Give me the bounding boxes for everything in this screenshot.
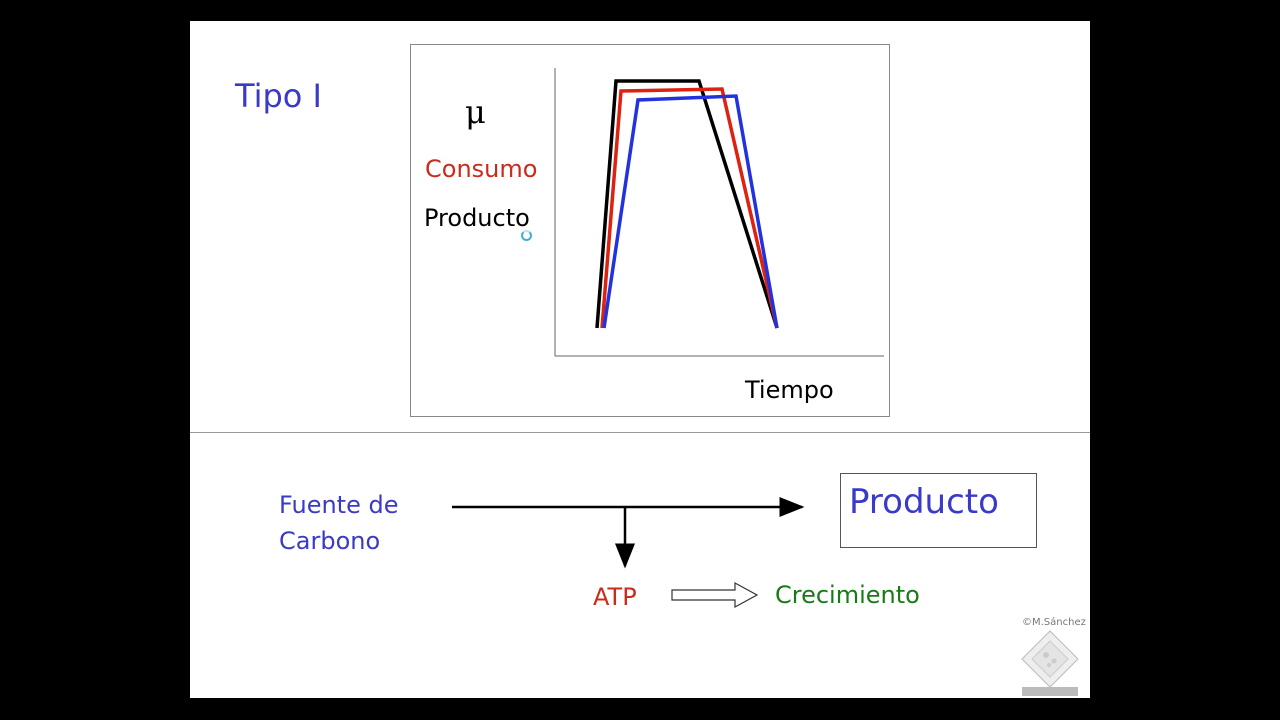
consumo-label: Consumo [425, 155, 538, 183]
mu-curve [595, 79, 779, 329]
microbes-at-work-logo [1021, 630, 1079, 696]
tiempo-label: Tiempo [745, 376, 834, 404]
fuente-line-2: Carbono [279, 527, 381, 555]
slide-title: Tipo I [235, 77, 322, 115]
flow-arrows [452, 497, 805, 609]
consumo-curve [600, 87, 779, 329]
fuente-line-1: Fuente de [279, 491, 399, 519]
chart-plot [554, 68, 884, 357]
section-divider [190, 432, 1090, 433]
loading-spinner-icon [521, 230, 532, 241]
producto-box-label: Producto [849, 482, 999, 522]
atp-label: ATP [593, 583, 637, 611]
mu-label: μ [465, 93, 486, 131]
producto-curve [602, 94, 779, 329]
copyright-text: ©M.Sánchez [1022, 617, 1086, 628]
slide: Tipo I μ Consumo Producto Tiempo Fuente … [190, 21, 1090, 698]
hollow-arrow-icon [671, 581, 759, 609]
producto-label: Producto [424, 204, 530, 232]
chart-frame [410, 44, 890, 417]
fuente-de-carbono-label: Fuente de Carbono [279, 487, 398, 559]
crecimiento-label: Crecimiento [775, 581, 920, 609]
producto-box [840, 473, 1037, 548]
